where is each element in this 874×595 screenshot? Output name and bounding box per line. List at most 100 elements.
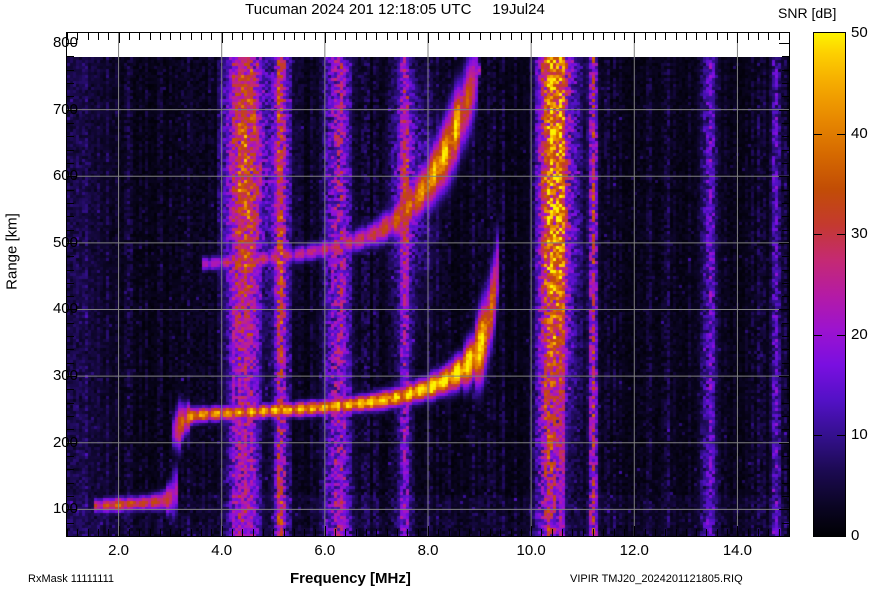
- x-tick: [293, 529, 295, 536]
- page-title: Tucuman 2024 201 12:18:05 UTC 19Jul24: [245, 1, 545, 18]
- y-tick: [782, 136, 789, 138]
- y-tick: [67, 442, 77, 444]
- x-tick: [758, 33, 760, 40]
- y-tick: [67, 522, 74, 524]
- ionogram-data-canvas: [67, 57, 789, 536]
- x-tick: [118, 33, 120, 43]
- x-tick: [685, 529, 687, 536]
- x-tick: [149, 529, 151, 536]
- x-tick: [458, 529, 460, 536]
- x-tick: [324, 526, 326, 536]
- colorbar-tick: [837, 334, 845, 336]
- y-tick-label: 600: [52, 167, 78, 185]
- y-tick: [67, 162, 74, 164]
- y-tick: [782, 336, 789, 338]
- y-tick: [782, 149, 789, 151]
- x-tick-label: 12.0: [619, 542, 649, 559]
- x-tick: [273, 33, 275, 40]
- colorbar-tick: [814, 133, 822, 135]
- x-tick: [128, 33, 130, 40]
- y-tick: [67, 82, 74, 84]
- x-tick: [572, 33, 574, 40]
- x-tick: [159, 529, 161, 536]
- y-tick: [779, 442, 789, 444]
- x-tick: [180, 529, 182, 536]
- x-tick: [623, 33, 625, 40]
- y-tick: [782, 56, 789, 58]
- x-tick-label: 14.0: [722, 542, 753, 559]
- y-tick: [67, 496, 74, 498]
- y-tick: [67, 336, 74, 338]
- x-tick: [335, 33, 337, 40]
- x-tick: [489, 33, 491, 40]
- y-tick: [67, 256, 74, 258]
- x-tick-label: 8.0: [417, 542, 439, 559]
- x-tick: [242, 529, 244, 536]
- y-tick: [67, 402, 74, 404]
- x-tick: [262, 33, 264, 40]
- x-tick: [335, 529, 337, 536]
- ionogram-plot-area: [66, 32, 790, 537]
- y-tick: [67, 389, 74, 391]
- x-tick: [644, 529, 646, 536]
- x-tick: [407, 33, 409, 40]
- x-tick: [366, 33, 368, 40]
- x-tick: [603, 529, 605, 536]
- x-tick: [551, 33, 553, 40]
- colorbar-tick: [814, 435, 822, 437]
- x-tick: [747, 529, 749, 536]
- x-tick: [87, 33, 89, 40]
- x-tick: [510, 529, 512, 536]
- colorbar-tick: [837, 234, 845, 236]
- x-tick: [201, 529, 203, 536]
- x-tick: [520, 529, 522, 536]
- x-tick: [324, 33, 326, 43]
- x-tick: [593, 529, 595, 536]
- x-tick: [128, 529, 130, 536]
- x-tick: [665, 529, 667, 536]
- x-tick: [737, 33, 739, 43]
- x-tick: [489, 529, 491, 536]
- y-tick: [67, 376, 77, 378]
- x-tick: [593, 33, 595, 40]
- y-tick: [67, 416, 74, 418]
- x-tick: [97, 33, 99, 40]
- x-tick: [221, 33, 223, 43]
- y-tick: [782, 282, 789, 284]
- x-tick: [386, 33, 388, 40]
- x-tick: [293, 33, 295, 40]
- x-tick: [262, 529, 264, 536]
- x-tick: [654, 529, 656, 536]
- x-tick: [778, 33, 780, 40]
- x-tick: [438, 529, 440, 536]
- y-tick-label: 400: [52, 300, 78, 318]
- colorbar-tick-label: 20: [851, 325, 868, 343]
- x-tick: [77, 33, 79, 40]
- x-tick: [789, 33, 790, 40]
- y-tick-label: 300: [52, 367, 78, 385]
- y-tick-label: 500: [52, 233, 78, 251]
- x-tick: [582, 529, 584, 536]
- y-tick: [779, 42, 789, 44]
- source-file-label: VIPIR TMJ20_2024201121805.RIQ: [570, 573, 743, 585]
- x-tick: [397, 529, 399, 536]
- x-tick: [314, 33, 316, 40]
- x-tick: [562, 33, 564, 40]
- y-tick: [67, 109, 77, 111]
- y-tick: [782, 362, 789, 364]
- x-tick: [159, 33, 161, 40]
- y-tick: [779, 242, 789, 244]
- x-tick: [696, 529, 698, 536]
- y-tick: [67, 349, 74, 351]
- x-tick: [201, 33, 203, 40]
- x-tick: [613, 529, 615, 536]
- x-tick: [541, 529, 543, 536]
- y-tick: [67, 189, 74, 191]
- y-tick: [782, 269, 789, 271]
- x-tick: [273, 529, 275, 536]
- y-tick: [67, 42, 77, 44]
- y-tick: [782, 189, 789, 191]
- y-tick: [779, 509, 789, 511]
- x-tick: [520, 33, 522, 40]
- colorbar-tick-label: 50: [851, 24, 868, 41]
